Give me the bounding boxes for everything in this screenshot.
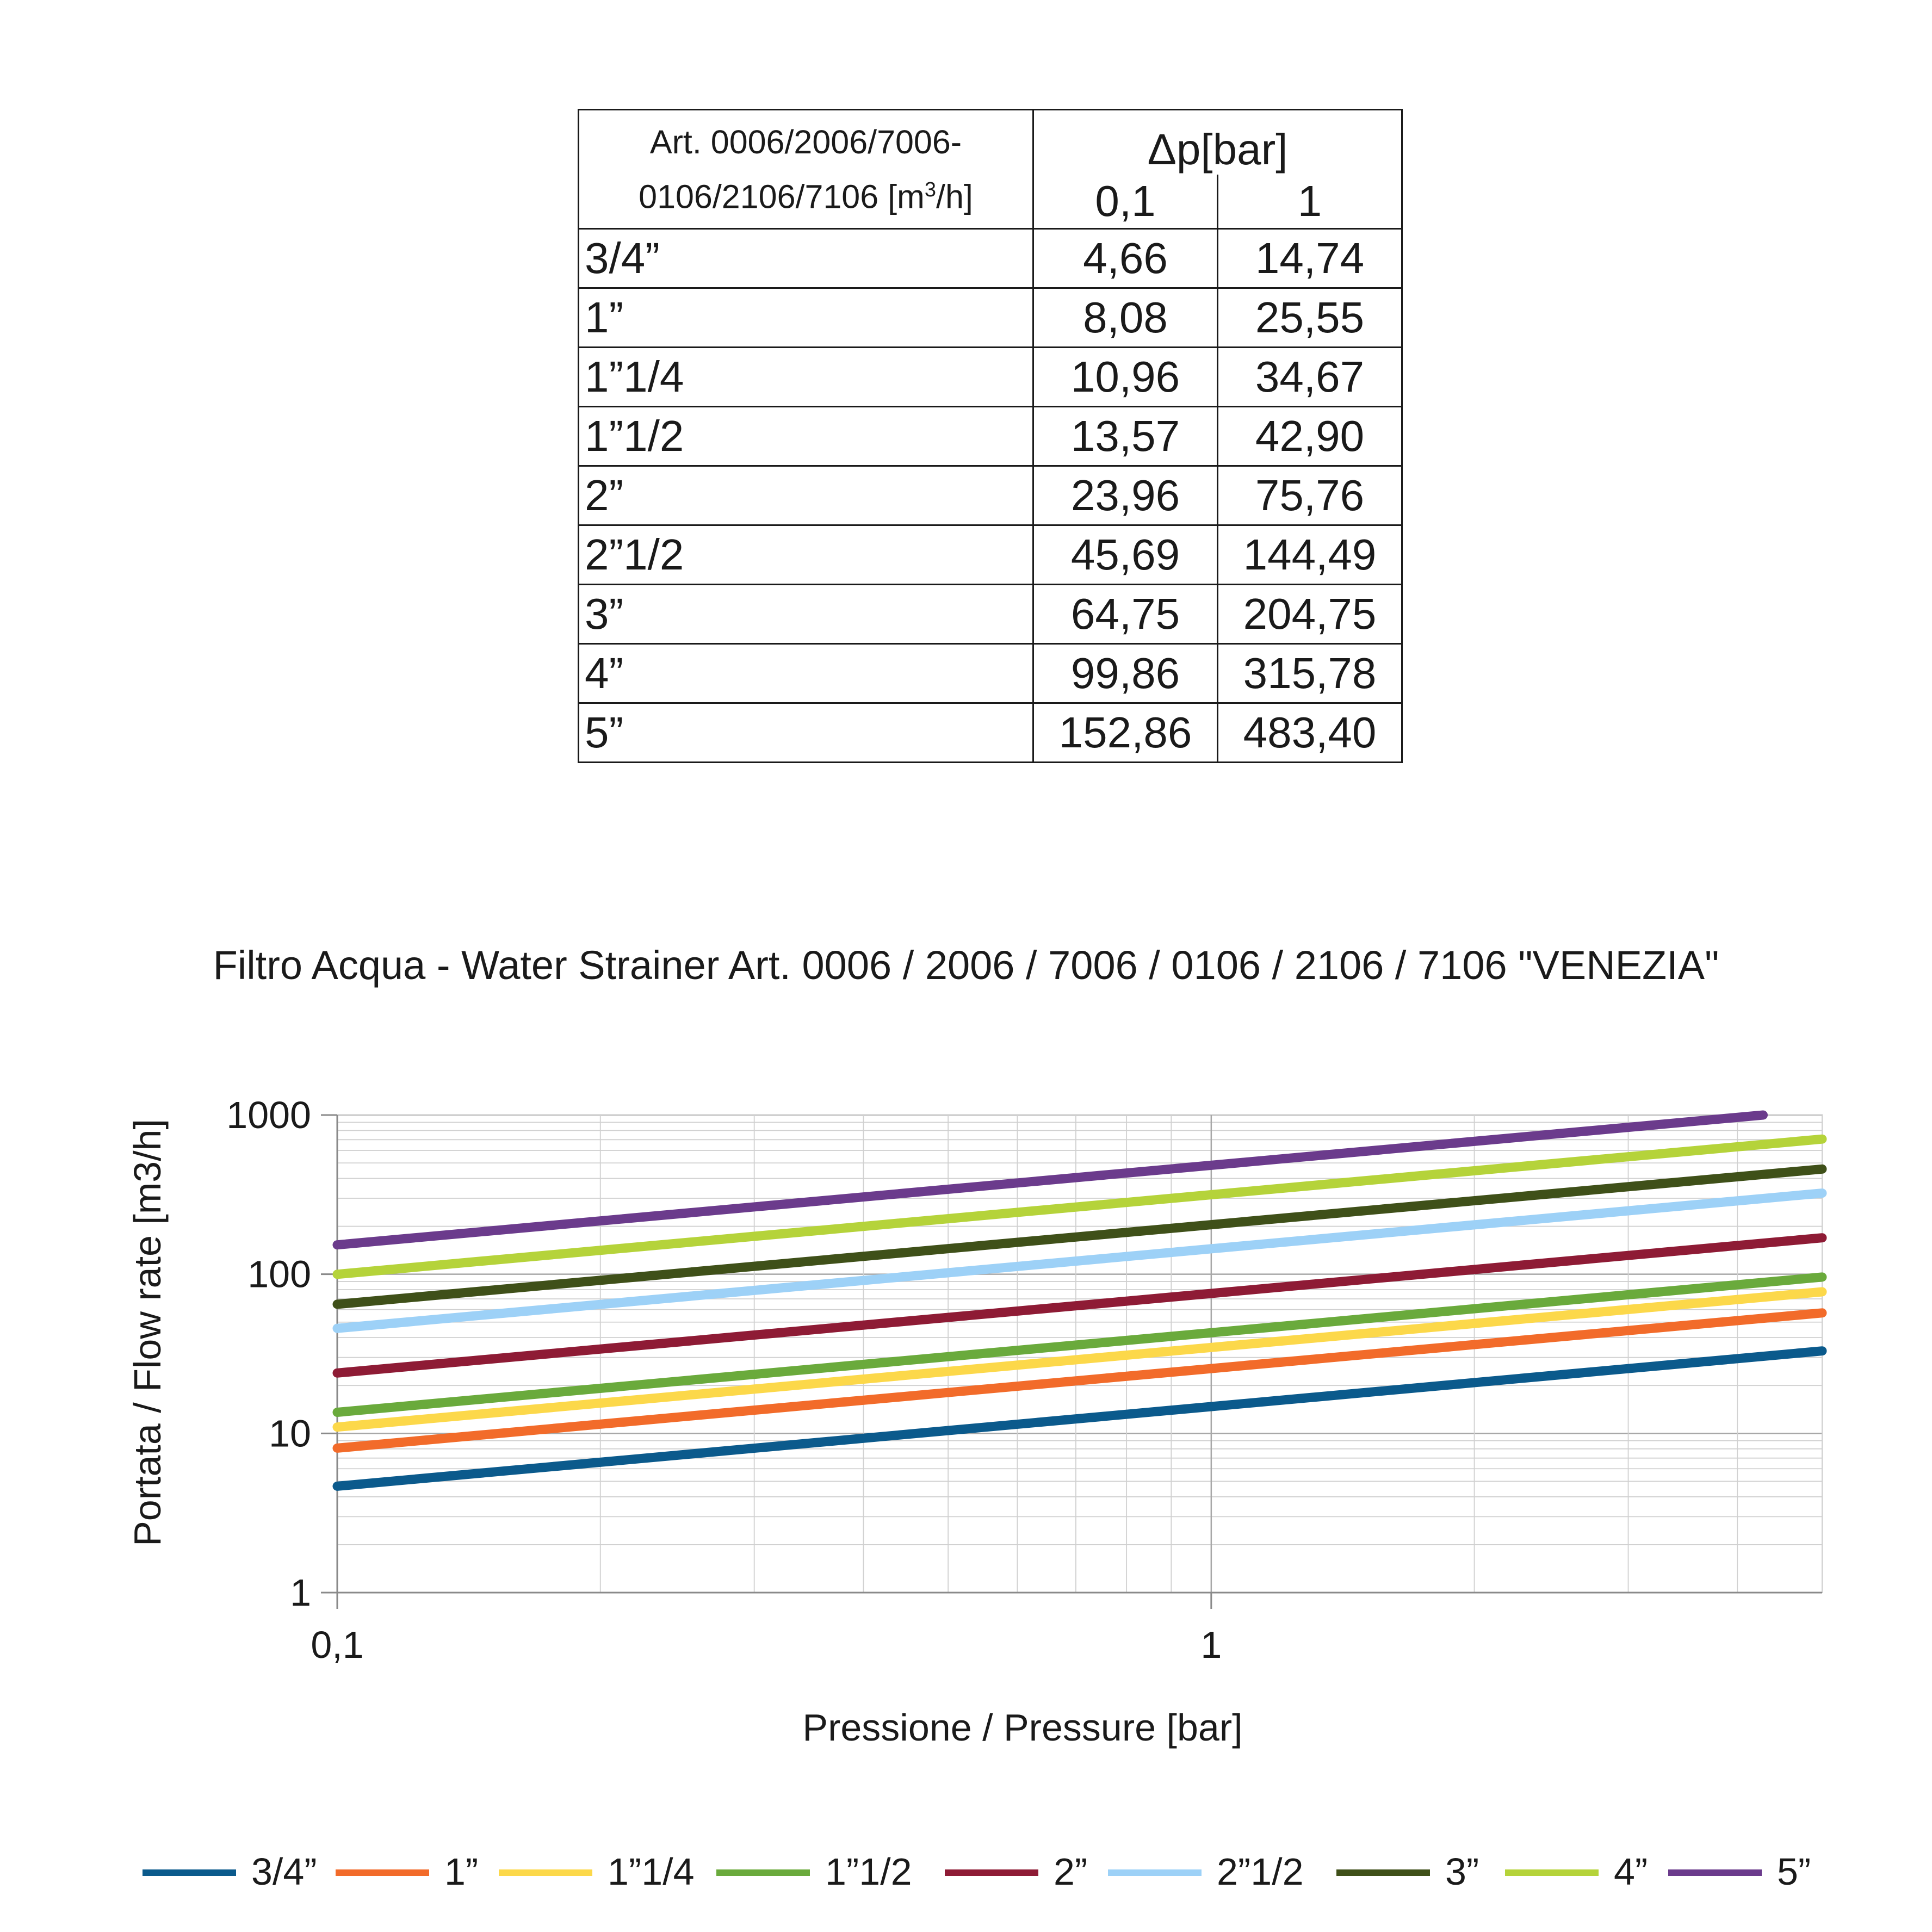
table-cell-flow-01: 64,75 [1032, 584, 1218, 645]
flow-rate-table: Art. 0006/2006/7006- 0106/2106/7106 [m3/… [578, 109, 1403, 763]
series-line-1 [332, 1308, 1827, 1453]
table-cell-flow-01: 99,86 [1032, 643, 1218, 704]
y-tick-label: 10 [269, 1412, 311, 1454]
table-row: 4” 99,86 315,78 [578, 643, 1403, 704]
legend-label: 2”1/2 [1217, 1850, 1304, 1893]
table-cell-flow-01: 23,96 [1032, 465, 1218, 526]
table-cell-flow-1: 25,55 [1217, 287, 1403, 348]
table-cell-flow-1: 315,78 [1217, 643, 1403, 704]
table-cell-flow-01: 152,86 [1032, 702, 1218, 763]
series-line-8 [332, 1110, 1768, 1250]
table-row: 2”1/2 45,69 144,49 [578, 524, 1403, 585]
y-axis-label: Portata / Flow rate [m3/h] [126, 1119, 169, 1546]
table-cell-size: 4” [578, 643, 1034, 704]
series-line-7 [332, 1134, 1827, 1279]
table-cell-size: 1”1/4 [578, 346, 1034, 407]
table-cell-size: 1”1/2 [578, 406, 1034, 467]
table-cell-size: 3” [578, 584, 1034, 645]
table-row: 1” 8,08 25,55 [578, 287, 1403, 348]
header-label-line2-end: /h] [936, 178, 973, 215]
table-row: 1”1/4 10,96 34,67 [578, 346, 1403, 407]
legend-label: 3/4” [251, 1850, 317, 1893]
legend-label: 5” [1777, 1850, 1811, 1893]
legend-item: 3/4” [143, 1850, 317, 1893]
legend-item: 1” [336, 1850, 478, 1893]
header-label-sup: 3 [924, 178, 937, 201]
table-cell-size: 2”1/2 [578, 524, 1034, 585]
x-tick-label: 1 [1200, 1624, 1222, 1666]
header-label-line1: Art. 0006/2006/7006- [649, 123, 962, 160]
table-row: 3/4” 4,66 14,74 [578, 228, 1403, 289]
table-cell-flow-1: 204,75 [1217, 584, 1403, 645]
legend-label: 1”1/4 [608, 1850, 695, 1893]
chart-legend: 3/4” 1” 1”1/4 1”1/2 2” 2”1/2 3” 4” 5” [143, 1850, 1811, 1893]
table-cell-flow-01: 13,57 [1032, 406, 1218, 467]
y-tick-label: 100 [247, 1253, 311, 1296]
x-axis-label: Pressione / Pressure [bar] [802, 1706, 1242, 1749]
legend-item: 2” [945, 1850, 1087, 1893]
table-row: 2” 23,96 75,76 [578, 465, 1403, 526]
legend-item: 3” [1336, 1850, 1479, 1893]
table-cell-flow-1: 483,40 [1217, 702, 1403, 763]
header-label-line2: 0106/2106/7106 [m [639, 178, 925, 215]
legend-item: 5” [1668, 1850, 1811, 1893]
table-cell-size: 1” [578, 287, 1034, 348]
legend-label: 3” [1445, 1850, 1479, 1893]
table-cell-size: 3/4” [578, 228, 1034, 289]
table-cell-flow-01: 8,08 [1032, 287, 1218, 348]
table-cell-flow-1: 144,49 [1217, 524, 1403, 585]
table-cell-flow-1: 75,76 [1217, 465, 1403, 526]
chart-title: Filtro Acqua - Water Strainer Art. 0006 … [213, 943, 1719, 988]
series-line-5 [332, 1188, 1827, 1333]
table-header-pressure-drop: Δp[bar] [1032, 109, 1403, 175]
table-row: 1”1/2 13,57 42,90 [578, 406, 1403, 467]
table-row: 5” 152,86 483,40 [578, 702, 1403, 763]
table-cell-flow-01: 10,96 [1032, 346, 1218, 407]
table-header-article: Art. 0006/2006/7006- 0106/2106/7106 [m3/… [578, 109, 1034, 230]
legend-label: 2” [1054, 1850, 1087, 1893]
series-line-6 [332, 1164, 1827, 1309]
series-line-0 [332, 1346, 1827, 1491]
table-cell-flow-1: 14,74 [1217, 228, 1403, 289]
chart-series [332, 1110, 1827, 1491]
table-header-col-01: 0,1 [1032, 175, 1218, 230]
table-cell-size: 2” [578, 465, 1034, 526]
table-header-col-1: 1 [1217, 175, 1403, 230]
y-tick-label: 1000 [226, 1094, 311, 1136]
series-line-4 [332, 1233, 1827, 1378]
legend-item: 4” [1505, 1850, 1648, 1893]
series-line-3 [332, 1272, 1827, 1417]
legend-item: 1”1/4 [499, 1850, 695, 1893]
x-tick-label: 0,1 [311, 1624, 363, 1666]
series-line-2 [332, 1287, 1827, 1432]
legend-label: 4” [1614, 1850, 1648, 1893]
table-row: 3” 64,75 204,75 [578, 584, 1403, 645]
y-tick-label: 1 [290, 1571, 311, 1614]
table-cell-flow-01: 4,66 [1032, 228, 1218, 289]
legend-label: 1”1/2 [825, 1850, 912, 1893]
legend-label: 1” [444, 1850, 478, 1893]
legend-item: 1”1/2 [716, 1850, 912, 1893]
table-cell-flow-1: 34,67 [1217, 346, 1403, 407]
table-cell-flow-01: 45,69 [1032, 524, 1218, 585]
legend-item: 2”1/2 [1108, 1850, 1304, 1893]
table-cell-size: 5” [578, 702, 1034, 763]
table-cell-flow-1: 42,90 [1217, 406, 1403, 467]
